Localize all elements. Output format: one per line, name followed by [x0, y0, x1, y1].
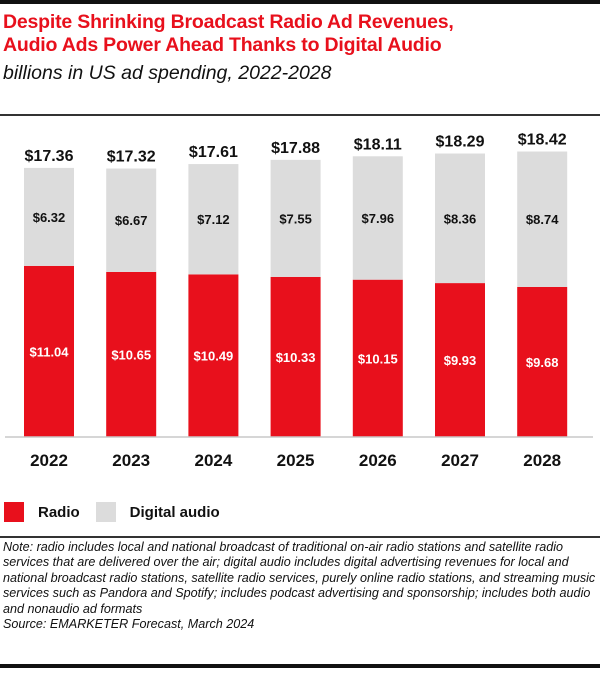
data-label-digital-audio-2023: $6.67	[115, 213, 148, 228]
bar-radio-2027	[435, 283, 485, 437]
legend-swatch-digital-audio	[95, 502, 116, 522]
header-divider	[0, 114, 600, 116]
bar-radio-2022	[24, 265, 74, 437]
legend-item-digital-audio: Digital audio	[95, 502, 220, 522]
title-line-2: Audio Ads Power Ahead Thanks to Digital …	[3, 34, 442, 56]
x-tick-label-2028: 2028	[523, 451, 561, 470]
data-label-radio-2026: $10.15	[358, 351, 398, 366]
total-label-2023: $17.32	[107, 149, 156, 166]
total-label-2025: $17.88	[271, 140, 320, 157]
chart-title: Despite Shrinking Broadcast Radio Ad Rev…	[3, 11, 599, 57]
x-tick-label-2022: 2022	[30, 451, 68, 470]
x-tick-label-2026: 2026	[359, 451, 397, 470]
bar-digital-audio-2025	[270, 159, 321, 277]
data-label-radio-2027: $9.93	[444, 353, 477, 368]
bar-radio-2028	[517, 286, 568, 437]
x-tick-label-2024: 2024	[194, 451, 232, 470]
x-tick-label-2027: 2027	[441, 451, 479, 470]
footnote-text: Note: radio includes local and national …	[3, 540, 596, 616]
total-label-2027: $18.29	[436, 134, 485, 151]
legend: Radio Digital audio	[4, 500, 236, 524]
data-label-radio-2023: $10.65	[111, 347, 151, 362]
data-label-digital-audio-2025: $7.55	[279, 211, 312, 226]
labels-layer: $11.04 $6.32 $17.36 2022 $10.65 $6.67 $17.32 20…	[25, 131, 567, 470]
data-label-radio-2025: $10.33	[276, 350, 316, 365]
bar-radio-2026	[352, 279, 403, 437]
footer-divider	[0, 536, 600, 538]
legend-label-digital-audio: Digital audio	[129, 503, 220, 521]
top-rule	[0, 0, 600, 4]
bar-radio-2023	[106, 271, 157, 437]
total-label-2026: $18.11	[354, 136, 402, 153]
x-tick-label-2023: 2023	[112, 451, 150, 470]
data-label-radio-2022: $11.04	[29, 344, 69, 359]
data-label-radio-2028: $9.68	[526, 355, 559, 370]
footnote: Note: radio includes local and national …	[3, 540, 597, 632]
x-tick-label-2025: 2025	[277, 451, 315, 470]
source-text: Source: EMARKETER Forecast, March 2024	[3, 617, 255, 632]
stacked-bar-chart: $11.04 $6.32 $17.36 2022 $10.65 $6.67 $17.32 20…	[5, 131, 593, 470]
bar-digital-audio-2028	[517, 151, 568, 287]
total-label-2024: $17.61	[189, 144, 238, 161]
bar-digital-audio-2027	[435, 153, 485, 284]
legend-item-radio: Radio	[4, 502, 80, 522]
chart-subtitle: billions in US ad spending, 2022-2028	[3, 62, 332, 84]
total-label-2028: $18.42	[518, 131, 567, 148]
total-label-2022: $17.36	[25, 148, 74, 165]
bars-layer	[24, 151, 568, 437]
data-label-digital-audio-2024: $7.12	[197, 212, 230, 227]
bar-radio-2025	[270, 276, 321, 437]
data-label-digital-audio-2026: $7.96	[362, 211, 395, 226]
bar-radio-2024	[188, 274, 239, 437]
legend-swatch-radio	[4, 502, 24, 522]
data-label-digital-audio-2022: $6.32	[33, 210, 66, 225]
bar-digital-audio-2023	[106, 168, 157, 272]
data-label-digital-audio-2028: $8.74	[526, 212, 559, 227]
legend-label-radio: Radio	[38, 503, 80, 521]
data-label-radio-2024: $10.49	[194, 349, 234, 364]
data-label-digital-audio-2027: $8.36	[444, 211, 477, 226]
bar-digital-audio-2022	[24, 167, 74, 266]
bar-digital-audio-2026	[352, 156, 403, 280]
bottom-rule	[0, 664, 600, 668]
title-line-1: Despite Shrinking Broadcast Radio Ad Rev…	[3, 11, 454, 33]
bar-digital-audio-2024	[188, 164, 239, 275]
